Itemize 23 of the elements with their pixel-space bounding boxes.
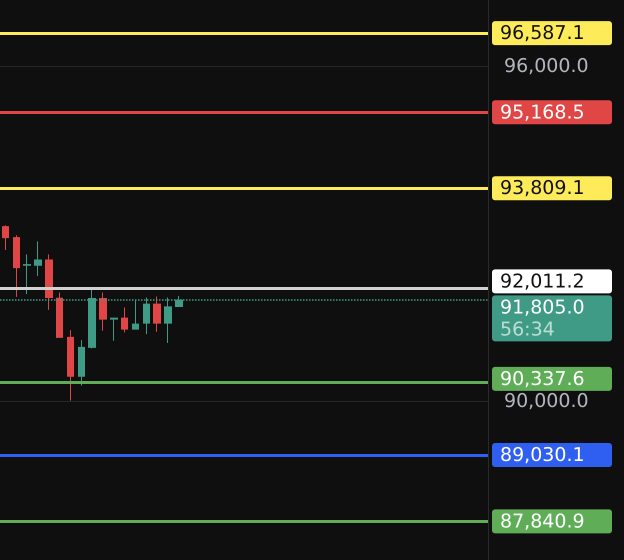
candlestick [56, 292, 63, 338]
candlestick [153, 296, 161, 332]
text: 56:34 [500, 318, 555, 340]
ref-line-label: 91,805.0 [500, 296, 585, 318]
candlestick [78, 340, 85, 386]
candlestick [110, 318, 118, 342]
ref-line-label: 93,809.1 [500, 177, 585, 200]
candlestick [99, 292, 107, 332]
candlestick [13, 234, 20, 298]
candlestick [34, 240, 42, 276]
ref-line-label: 95,168.5 [500, 101, 585, 124]
candlestick [67, 330, 74, 402]
ref-line-label: 92,011.2 [500, 270, 585, 292]
y-tick-label: 96,000.0 [504, 54, 589, 77]
candlestick [45, 254, 53, 310]
candlestick [121, 306, 128, 333]
ref-line-label: 96,587.1 [500, 22, 585, 44]
candlestick [2, 224, 9, 251]
ref-line-label: 90,337.6 [500, 368, 585, 390]
candlestick [23, 254, 31, 295]
ref-line-label: 87,840.9 [500, 510, 585, 532]
y-tick-label: 90,000.0 [504, 390, 589, 412]
ref-line-label: 89,030.1 [500, 444, 585, 466]
